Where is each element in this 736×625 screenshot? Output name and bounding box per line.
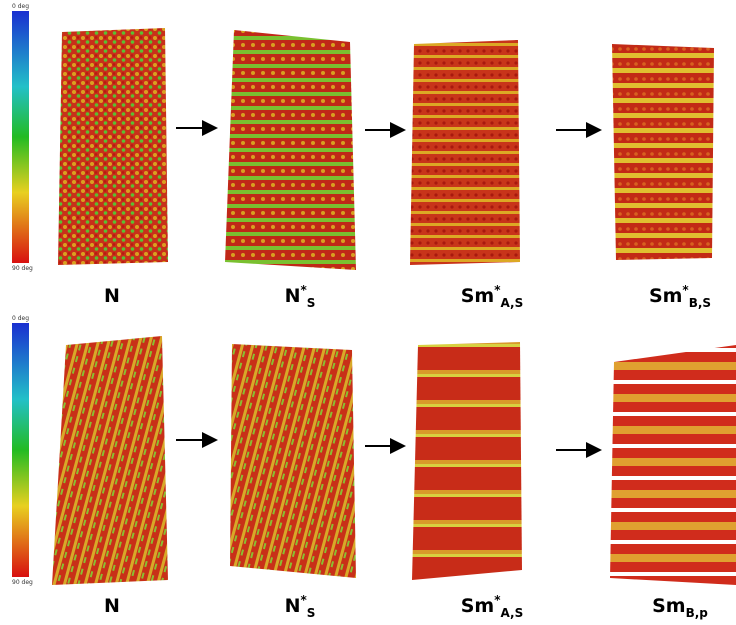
label-sub: A,S	[501, 606, 524, 620]
label-sup: *	[494, 593, 501, 607]
phase-label: N*S	[285, 283, 316, 310]
label-main: N	[285, 285, 301, 307]
snapshot	[225, 30, 356, 270]
label-sup: *	[300, 283, 307, 297]
label-sub: B,p	[686, 606, 709, 620]
phase-label: N	[104, 285, 120, 307]
label-sub: S	[307, 296, 316, 310]
snapshot	[52, 336, 168, 585]
label-sub: S	[307, 606, 316, 620]
label-main: N	[104, 285, 120, 307]
label-main: N	[104, 595, 120, 617]
colorbar	[12, 323, 29, 577]
label-main: Sm	[461, 285, 494, 307]
snapshot	[612, 44, 714, 260]
label-sub: A,S	[501, 296, 524, 310]
label-sup: *	[300, 593, 307, 607]
label-sup: *	[494, 283, 501, 297]
label-main: Sm	[652, 595, 685, 617]
phase-label: N	[104, 595, 120, 617]
phase-label: Sm*B,S	[649, 283, 711, 310]
snapshot	[58, 28, 168, 265]
colorbar-bottom-label: 90 deg	[12, 265, 33, 272]
snapshot	[410, 40, 520, 265]
label-main: Sm	[461, 595, 494, 617]
phase-label: Sm*A,S	[461, 283, 523, 310]
colorbar-bottom-label: 90 deg	[12, 579, 33, 586]
colorbar-top-label: 0 deg	[12, 3, 29, 10]
phase-label: N*S	[285, 593, 316, 620]
colorbar	[12, 11, 29, 263]
label-main: Sm	[649, 285, 682, 307]
snapshot	[610, 345, 736, 585]
snapshot	[230, 344, 356, 578]
phase-label: Sm*A,S	[461, 593, 523, 620]
phase-label: SmB,p	[652, 595, 708, 620]
label-sup: *	[682, 283, 689, 297]
colorbar-top-label: 0 deg	[12, 315, 29, 322]
label-sub: B,S	[689, 296, 711, 310]
label-main: N	[285, 595, 301, 617]
snapshot	[412, 342, 522, 580]
